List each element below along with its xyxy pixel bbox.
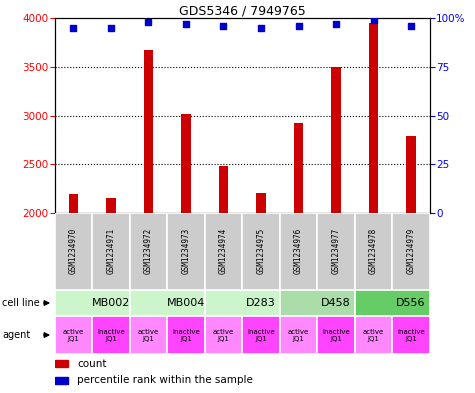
Bar <box>205 316 242 354</box>
Text: GSM1234972: GSM1234972 <box>144 228 153 274</box>
Text: GSM1234979: GSM1234979 <box>407 228 416 274</box>
Point <box>370 17 377 24</box>
Bar <box>130 316 167 354</box>
Text: D458: D458 <box>321 298 351 308</box>
Bar <box>355 290 430 316</box>
Text: inactive
JQ1: inactive JQ1 <box>397 329 425 342</box>
Bar <box>130 290 205 316</box>
Text: GSM1234971: GSM1234971 <box>106 228 115 274</box>
Bar <box>317 316 355 354</box>
Point <box>144 19 152 26</box>
Text: MB002: MB002 <box>92 298 130 308</box>
Text: count: count <box>77 358 107 369</box>
Point <box>294 23 302 29</box>
Bar <box>106 198 115 213</box>
Bar <box>392 316 430 354</box>
Bar <box>369 23 378 213</box>
Bar <box>130 213 167 290</box>
Bar <box>355 316 392 354</box>
Bar <box>280 213 317 290</box>
Bar <box>181 114 190 213</box>
Bar <box>294 123 303 213</box>
Text: active
JQ1: active JQ1 <box>63 329 84 342</box>
Text: active
JQ1: active JQ1 <box>288 329 309 342</box>
Text: GSM1234974: GSM1234974 <box>219 228 228 274</box>
Bar <box>317 213 355 290</box>
Bar <box>55 360 68 367</box>
Point <box>332 21 340 28</box>
Bar <box>92 316 130 354</box>
Text: GSM1234976: GSM1234976 <box>294 228 303 274</box>
Bar <box>242 316 280 354</box>
Text: GSM1234978: GSM1234978 <box>369 228 378 274</box>
Bar <box>205 290 280 316</box>
Text: GSM1234975: GSM1234975 <box>256 228 266 274</box>
Bar <box>332 67 341 213</box>
Point <box>407 23 415 29</box>
Text: MB004: MB004 <box>167 298 205 308</box>
Bar <box>205 213 242 290</box>
Point <box>69 25 77 31</box>
Text: percentile rank within the sample: percentile rank within the sample <box>77 375 253 385</box>
Point <box>257 25 265 31</box>
Bar <box>92 213 130 290</box>
Bar <box>256 193 266 213</box>
Bar <box>167 316 205 354</box>
Text: inactive
JQ1: inactive JQ1 <box>97 329 125 342</box>
Bar <box>55 213 92 290</box>
Point <box>107 25 115 31</box>
Text: inactive
JQ1: inactive JQ1 <box>322 329 350 342</box>
Point <box>219 23 227 29</box>
Bar <box>144 50 153 213</box>
Bar <box>69 193 78 213</box>
Bar <box>280 290 355 316</box>
Bar <box>392 213 430 290</box>
Text: D556: D556 <box>396 298 426 308</box>
Text: GSM1234970: GSM1234970 <box>69 228 78 274</box>
Bar <box>407 136 416 213</box>
Text: GSM1234977: GSM1234977 <box>332 228 341 274</box>
Bar <box>355 213 392 290</box>
Text: active
JQ1: active JQ1 <box>138 329 159 342</box>
Title: GDS5346 / 7949765: GDS5346 / 7949765 <box>179 4 305 17</box>
Text: agent: agent <box>2 330 30 340</box>
Text: D283: D283 <box>246 298 276 308</box>
Text: cell line: cell line <box>2 298 40 308</box>
Bar <box>242 213 280 290</box>
Bar <box>167 213 205 290</box>
Text: active
JQ1: active JQ1 <box>213 329 234 342</box>
Text: inactive
JQ1: inactive JQ1 <box>172 329 200 342</box>
Text: inactive
JQ1: inactive JQ1 <box>247 329 275 342</box>
Text: active
JQ1: active JQ1 <box>363 329 384 342</box>
Bar <box>55 290 130 316</box>
Point <box>182 21 190 28</box>
Bar <box>55 316 92 354</box>
Bar <box>280 316 317 354</box>
Bar <box>55 377 68 384</box>
Text: GSM1234973: GSM1234973 <box>181 228 190 274</box>
Bar <box>219 166 228 213</box>
